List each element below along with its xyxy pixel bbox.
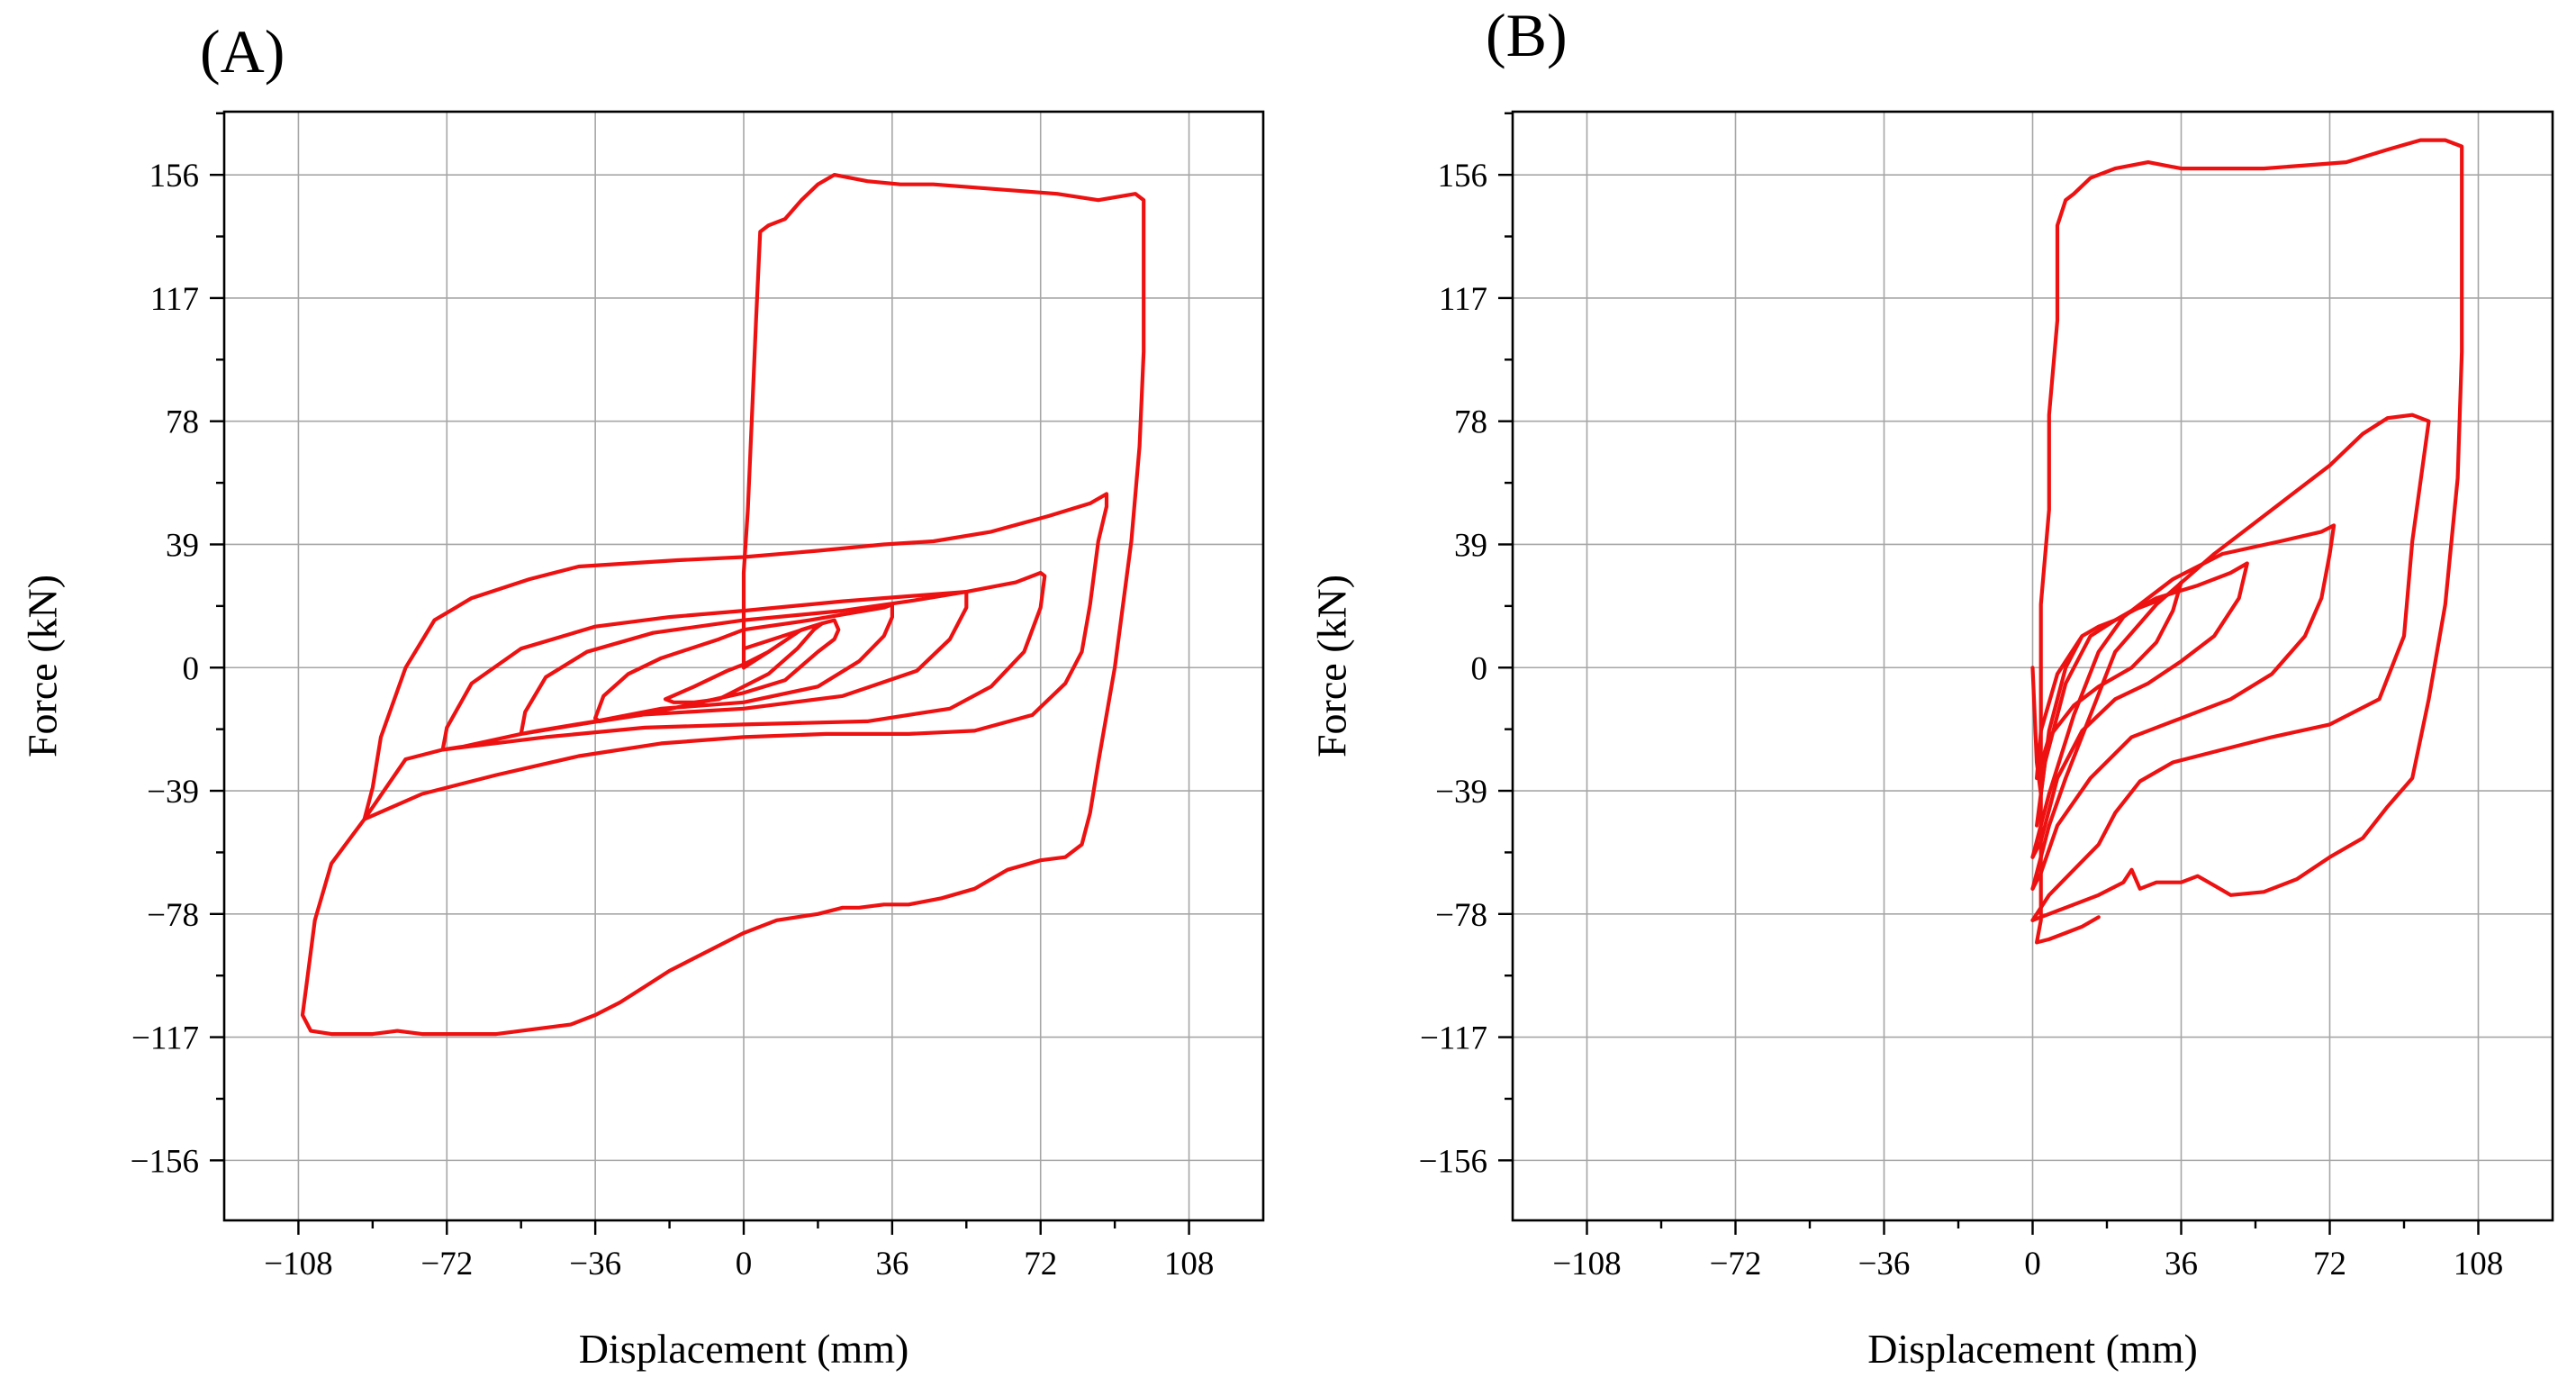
x-tick-label: −72 <box>1710 1246 1762 1283</box>
y-axis-title: Force (kN) <box>1309 575 1355 757</box>
panel-label: (A) <box>200 17 285 86</box>
hysteresis-curve-cycle-5 <box>362 492 1109 821</box>
x-tick-label: 36 <box>2165 1246 2198 1283</box>
y-tick-label: 156 <box>149 158 200 195</box>
chart-panel-b: −108 −72 −36 0 36 72 108 156 117 78 39 0 −39 −78 −117 −… <box>1309 1 2554 1372</box>
x-tick-label: −108 <box>1552 1246 1621 1283</box>
y-tick-label: 117 <box>1439 281 1487 318</box>
x-tick-label: 0 <box>736 1246 753 1283</box>
hysteresis-curve-cycle-4 <box>2030 412 2431 922</box>
y-tick-label: −117 <box>131 1020 199 1057</box>
hysteresis-curve-cycle-3 <box>519 590 969 736</box>
hysteresis-curve-cycle-6 <box>300 173 1146 1037</box>
x-tick-label: 108 <box>1164 1246 1215 1283</box>
y-tick-label: 78 <box>166 404 199 441</box>
hysteresis-curve-cycle-3 <box>2030 523 2336 891</box>
chart-panel-a: −108 −72 −36 0 36 72 108 156 117 78 39 0 −39 −78 −117 −… <box>20 17 1265 1372</box>
x-tick-label: 0 <box>2024 1246 2041 1283</box>
y-tick-label: 0 <box>183 650 200 687</box>
y-axis-title: Force (kN) <box>20 575 66 757</box>
x-axis-title: Displacement (mm) <box>579 1326 909 1372</box>
x-tick-label: 108 <box>2454 1246 2504 1283</box>
y-tick-label: −156 <box>1419 1143 1487 1180</box>
y-tick-label: −117 <box>1420 1020 1487 1057</box>
hysteresis-curve-cycle-2 <box>593 603 894 723</box>
plot-frame <box>1511 110 2554 1222</box>
y-tick-label: 0 <box>1471 650 1488 687</box>
x-tick-label: −36 <box>569 1246 621 1283</box>
y-tick-label: 117 <box>150 281 199 318</box>
x-tick-label: 72 <box>2313 1246 2346 1283</box>
x-tick-label: −72 <box>420 1246 473 1283</box>
x-tick-label: 36 <box>875 1246 908 1283</box>
y-tick-label: 39 <box>1454 527 1487 564</box>
x-axis-title: Displacement (mm) <box>1867 1326 2198 1372</box>
panel-label: (B) <box>1486 1 1568 69</box>
y-tick-label: −156 <box>131 1143 199 1180</box>
y-tick-label: 78 <box>1454 404 1487 441</box>
y-tick-label: −78 <box>1435 897 1487 934</box>
y-tick-label: 156 <box>1438 158 1488 195</box>
hysteresis-curve-cycle-2 <box>2030 561 2249 859</box>
y-tick-label: −39 <box>147 774 199 811</box>
y-tick-label: −78 <box>147 897 199 934</box>
plot-frame <box>222 110 1265 1222</box>
x-tick-label: −36 <box>1858 1246 1911 1283</box>
y-tick-label: −39 <box>1435 774 1487 811</box>
hysteresis-curve-cycle-4 <box>440 570 1047 752</box>
hysteresis-curve-cycle-5 <box>2030 138 2464 945</box>
x-tick-label: −108 <box>264 1246 332 1283</box>
x-tick-label: 72 <box>1024 1246 1057 1283</box>
y-tick-label: 39 <box>166 527 199 564</box>
